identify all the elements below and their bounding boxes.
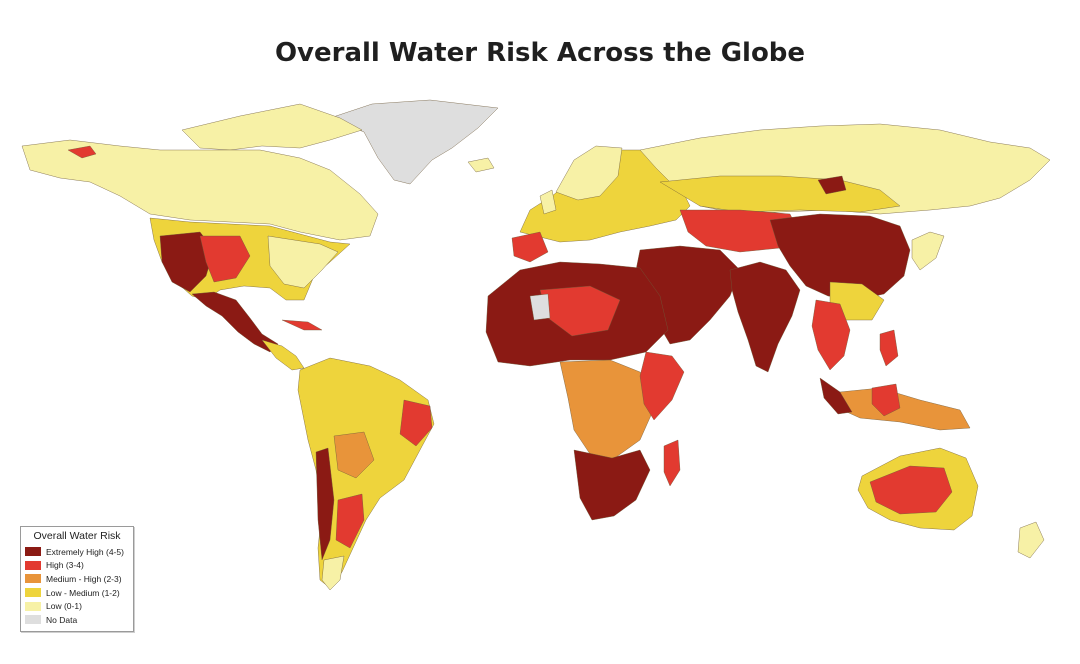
legend-item-extremely-high: Extremely High (4-5) <box>21 545 133 559</box>
region-sa-bolivia <box>333 431 375 479</box>
legend-label: Low (0-1) <box>46 601 82 612</box>
legend-item-low: Low (0-1) <box>21 599 133 613</box>
region-arctic-islands <box>181 103 363 151</box>
legend-item-low-medium: Low - Medium (1-2) <box>21 586 133 600</box>
region-sa-andes <box>315 447 335 561</box>
region-iceland <box>467 157 495 173</box>
region-philippines <box>879 329 899 367</box>
map-title: Overall Water Risk Across the Globe <box>274 38 806 68</box>
region-sa-argentina <box>335 493 365 549</box>
region-sumatra <box>819 377 853 415</box>
region-indonesia <box>837 387 971 431</box>
region-china <box>769 213 911 301</box>
legend-swatch <box>25 547 41 557</box>
legend-label: Medium - High (2-3) <box>46 573 122 584</box>
region-scandinavia <box>555 145 623 201</box>
legend-swatch <box>25 601 41 611</box>
legend-swatch <box>25 560 41 570</box>
region-central-africa <box>559 359 657 461</box>
region-sahara-nodata <box>529 293 551 321</box>
legend-swatch <box>25 588 41 598</box>
region-usa-west-high <box>199 235 251 283</box>
region-central-america <box>261 339 305 371</box>
legend-swatch <box>25 615 41 625</box>
legend-item-high: High (3-4) <box>21 559 133 573</box>
region-sa-brazil-east <box>399 399 433 447</box>
region-madagascar <box>663 439 681 487</box>
region-india <box>729 261 801 373</box>
region-new-zealand <box>1017 521 1045 559</box>
map-legend: Overall Water Risk Extremely High (4-5) … <box>20 526 134 632</box>
region-borneo <box>871 383 901 417</box>
region-russia-spot <box>817 175 847 195</box>
legend-title: Overall Water Risk <box>33 530 121 542</box>
region-australia-high <box>869 465 953 515</box>
region-usa-east <box>267 235 339 289</box>
region-cuba <box>281 319 323 331</box>
region-se-asia <box>811 299 851 371</box>
region-southern-africa <box>573 449 651 521</box>
region-north-america-north <box>21 139 379 241</box>
legend-label: High (3-4) <box>46 560 84 571</box>
region-greenland <box>329 99 499 185</box>
region-east-africa <box>639 351 685 421</box>
legend-label: Extremely High (4-5) <box>46 546 124 557</box>
region-iberia <box>511 231 549 263</box>
legend-label: No Data <box>46 614 78 625</box>
region-korea-japan <box>911 231 945 271</box>
region-alaska-high <box>67 145 97 159</box>
region-sa-patagonia <box>321 555 345 591</box>
legend-label: Low - Medium (1-2) <box>46 587 120 598</box>
legend-swatch <box>25 574 41 584</box>
region-usa-west-extreme <box>159 231 215 293</box>
legend-item-medium-high: Medium - High (2-3) <box>21 572 133 586</box>
region-south-america <box>297 357 435 589</box>
legend-item-no-data: No Data <box>21 613 133 627</box>
region-uk <box>539 189 557 215</box>
